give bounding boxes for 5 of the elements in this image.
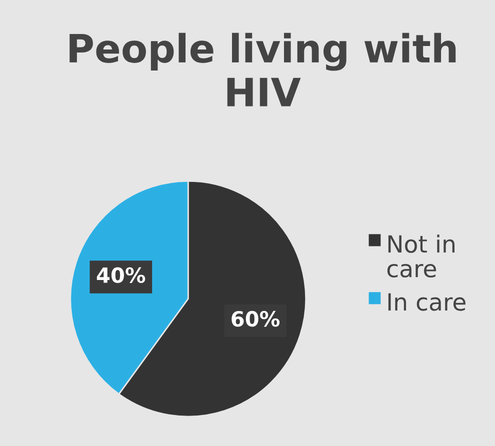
data-label: 60%	[232, 310, 280, 327]
legend-label: In care	[388, 293, 466, 311]
legend-label: Not in care	[387, 234, 454, 278]
data-label: 40%	[96, 267, 146, 284]
chart-title: People living with HIV	[70, 32, 456, 106]
